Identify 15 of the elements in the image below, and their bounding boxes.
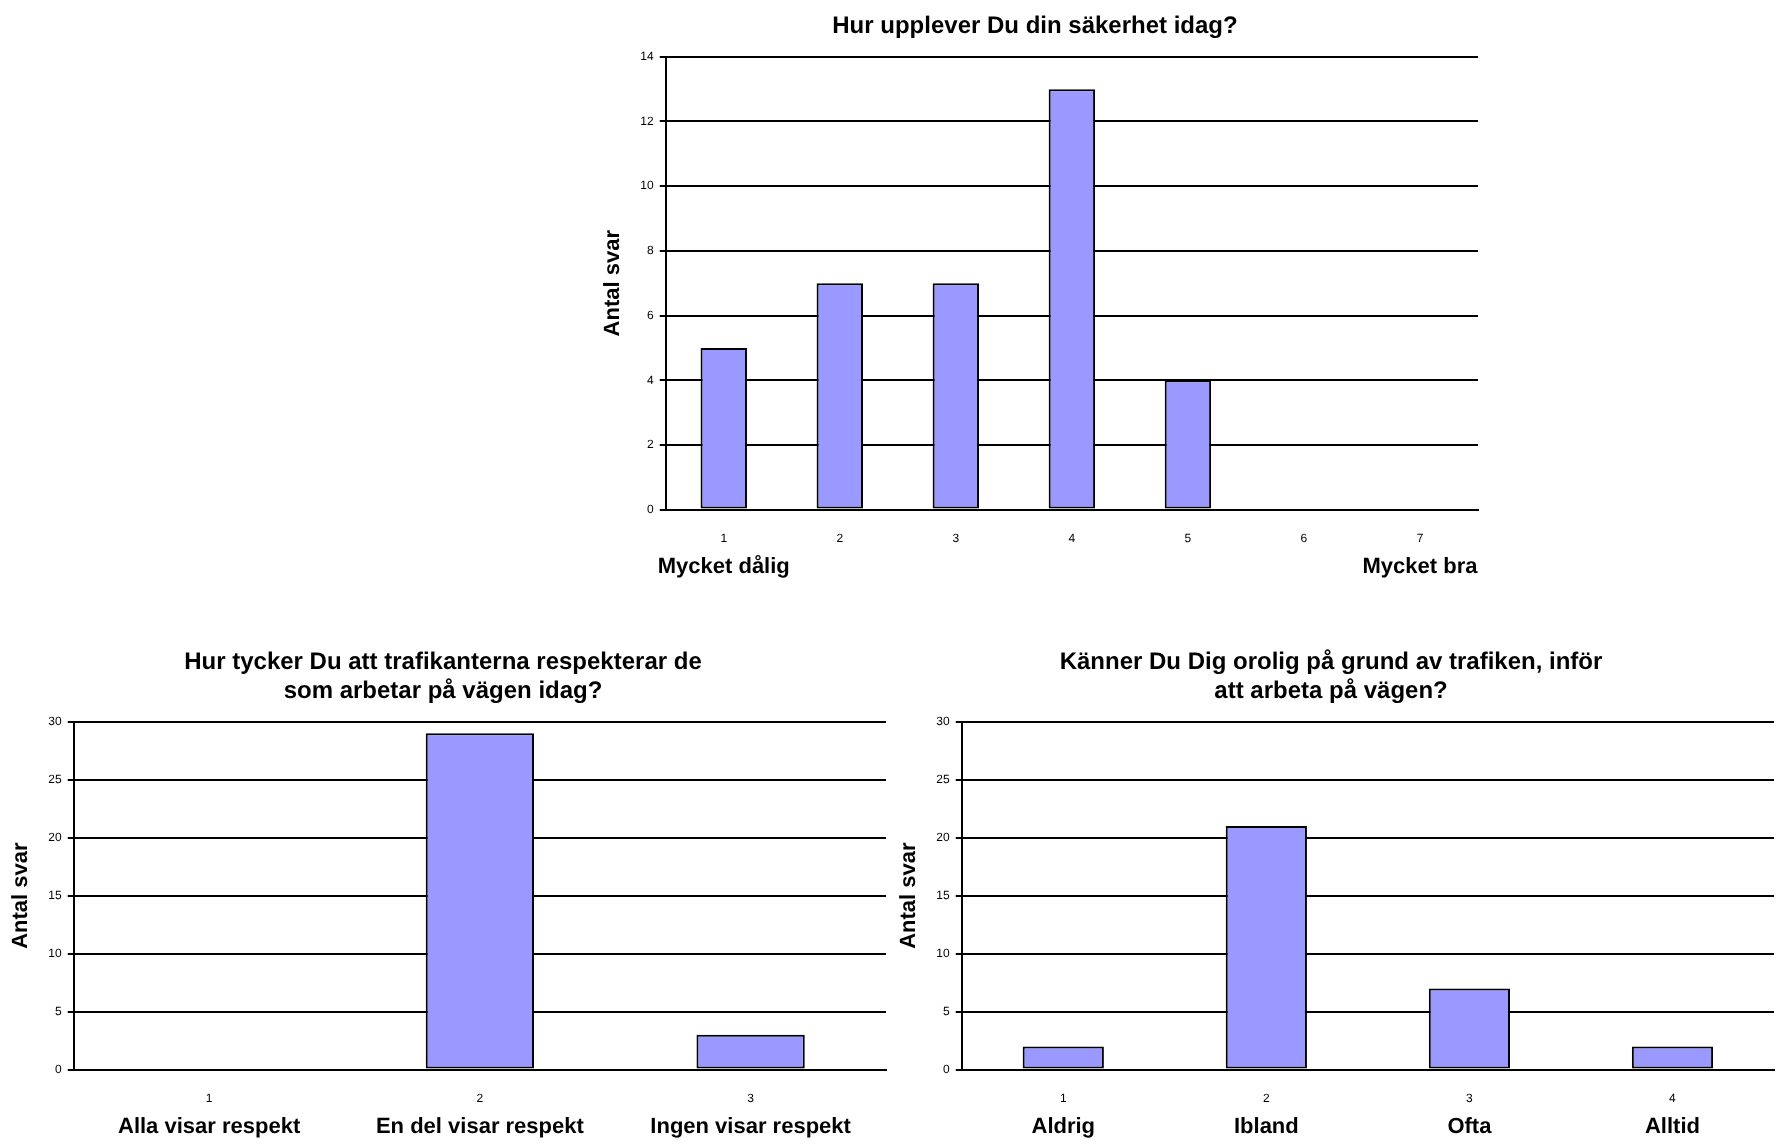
y-axis-title: Antal svar xyxy=(601,228,626,337)
text: Mycket bra xyxy=(1362,555,1480,580)
text: Ibland xyxy=(1233,1115,1299,1140)
text: Mycket dålig xyxy=(657,553,790,580)
y-axis-title: Antal svar xyxy=(897,840,922,949)
chart-title: Känner Du Dig orolig på grund av trafiken, inför att arbeta på vägen? xyxy=(1059,647,1604,704)
text: Alla visar respekt xyxy=(118,1115,301,1140)
chart-title: Hur tycker Du att trafikanterna respekterar de som arbetar på vägen idag? xyxy=(184,647,703,704)
text: Alltid xyxy=(1644,1115,1700,1140)
chart-title: Hur upplever Du din säkerhet idag? xyxy=(832,11,1238,40)
text: Aldrig xyxy=(1031,1115,1096,1140)
y-axis-title: Antal svar xyxy=(9,840,34,949)
text: En del visar respekt xyxy=(375,1115,585,1140)
text: Ofta xyxy=(1447,1115,1494,1140)
text: Ingen visar respekt xyxy=(650,1115,852,1140)
